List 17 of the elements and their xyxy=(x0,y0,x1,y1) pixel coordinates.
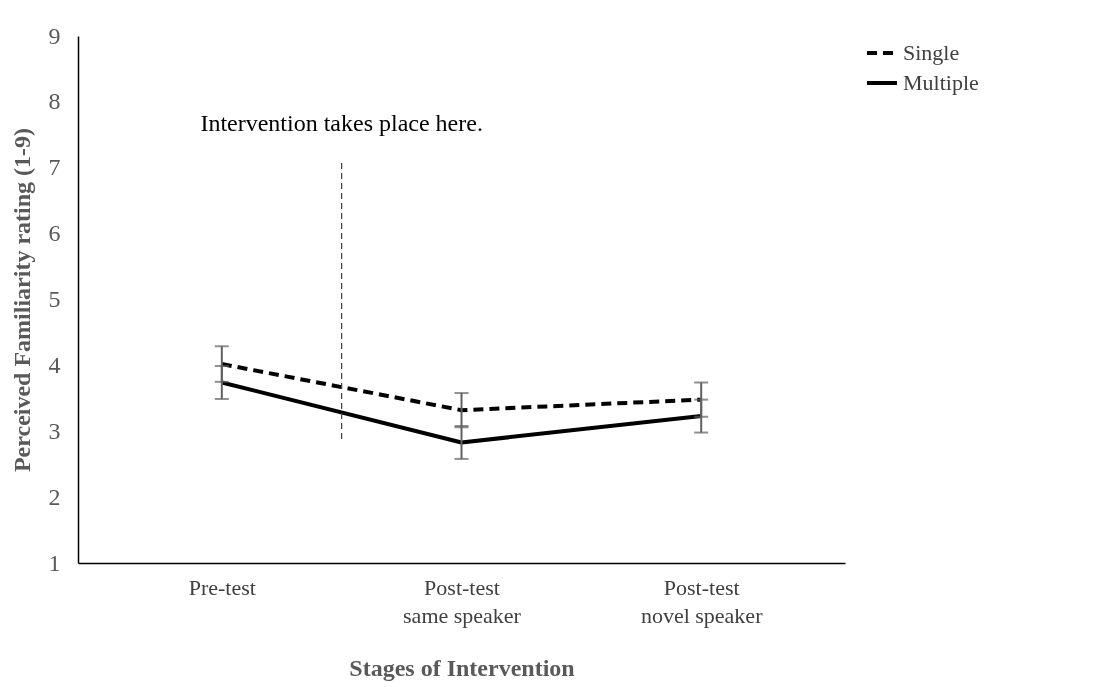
y-tick-label: 1 xyxy=(48,549,61,576)
y-axis-title: Perceived Familiarity rating (1-9) xyxy=(8,127,35,473)
legend-label: Multiple xyxy=(903,70,979,95)
y-tick-label: 2 xyxy=(48,483,61,510)
y-tick-label: 4 xyxy=(48,351,61,378)
y-tick-label: 3 xyxy=(48,417,61,444)
legend-label: Single xyxy=(903,40,960,65)
y-tick-label: 7 xyxy=(48,154,61,181)
y-tick-label: 6 xyxy=(48,220,61,247)
y-tick-label: 8 xyxy=(48,88,61,115)
annotation: Intervention takes place here. xyxy=(200,110,483,136)
x-tick-label: Pre-test xyxy=(188,574,256,600)
x-axis-title: Stages of Intervention xyxy=(349,654,575,681)
y-tick-label: 9 xyxy=(48,22,61,49)
x-tick-label: Post-test novel speaker xyxy=(640,574,764,628)
y-tick-label: 5 xyxy=(48,286,61,312)
x-tick-label: Post-test same speaker xyxy=(403,574,522,628)
